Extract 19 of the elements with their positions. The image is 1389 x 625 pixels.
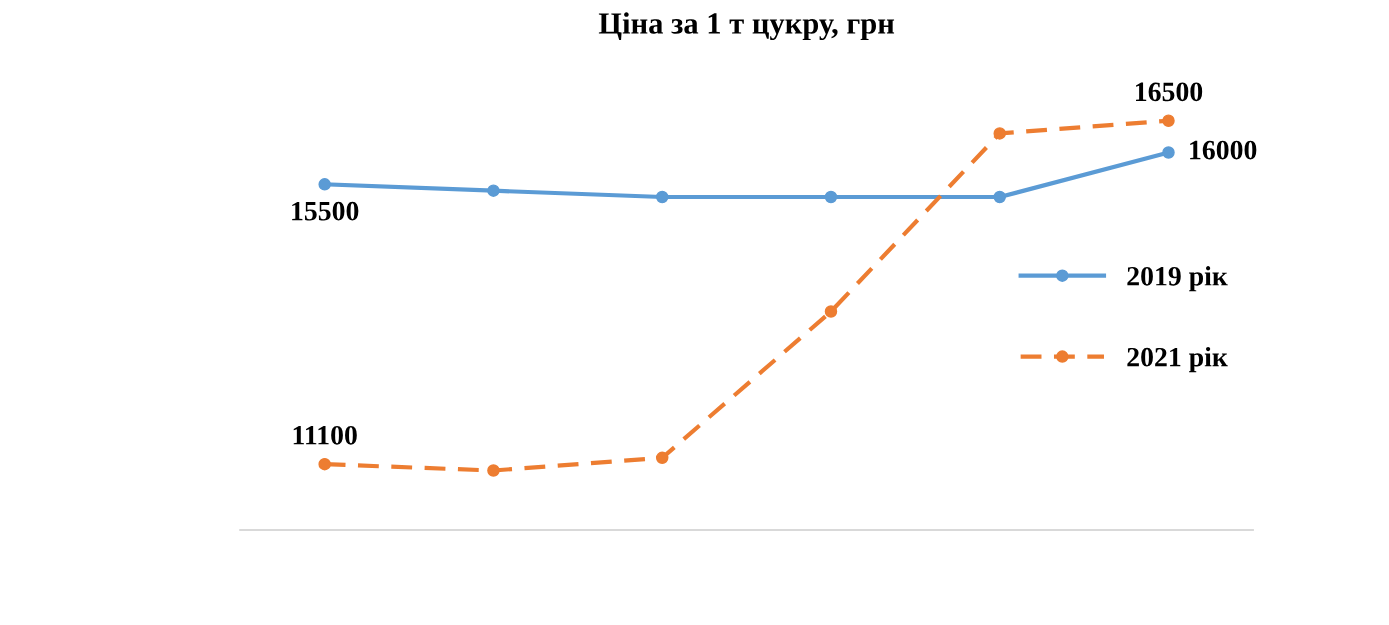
- point: [318, 457, 331, 471]
- data-label: 15500: [292, 201, 359, 221]
- legend-label: 2019 рік: [1127, 266, 1228, 292]
- point: [318, 178, 331, 191]
- point: [824, 305, 838, 318]
- point: [487, 184, 500, 197]
- point: [655, 451, 669, 465]
- point: [993, 190, 1006, 204]
- point: [655, 190, 669, 204]
- point: [1162, 146, 1175, 159]
- data-label: 16500: [1136, 82, 1203, 102]
- point: [824, 190, 838, 204]
- data-label: 11100: [293, 425, 357, 445]
- point: [1162, 114, 1175, 127]
- point: [993, 127, 1006, 140]
- point: [487, 464, 500, 477]
- legend-label: 2021 рік: [1127, 347, 1228, 373]
- chart-title: Ціна за 1 т цукру, грн: [598, 12, 895, 41]
- data-label: 16000: [1190, 140, 1257, 160]
